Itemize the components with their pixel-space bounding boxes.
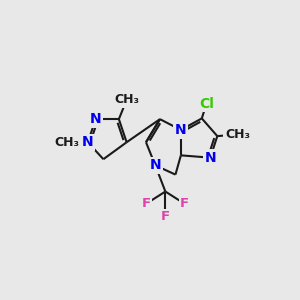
Text: CH₃: CH₃ bbox=[55, 136, 80, 149]
Text: N: N bbox=[149, 158, 161, 172]
Text: F: F bbox=[161, 211, 170, 224]
Text: Cl: Cl bbox=[199, 97, 214, 111]
Text: CH₃: CH₃ bbox=[225, 128, 250, 141]
Text: N: N bbox=[90, 112, 101, 126]
Text: N: N bbox=[205, 151, 216, 165]
Text: F: F bbox=[180, 197, 189, 210]
Text: F: F bbox=[141, 197, 151, 210]
Text: CH₃: CH₃ bbox=[114, 93, 139, 106]
Text: N: N bbox=[82, 135, 94, 149]
Text: N: N bbox=[175, 123, 187, 137]
